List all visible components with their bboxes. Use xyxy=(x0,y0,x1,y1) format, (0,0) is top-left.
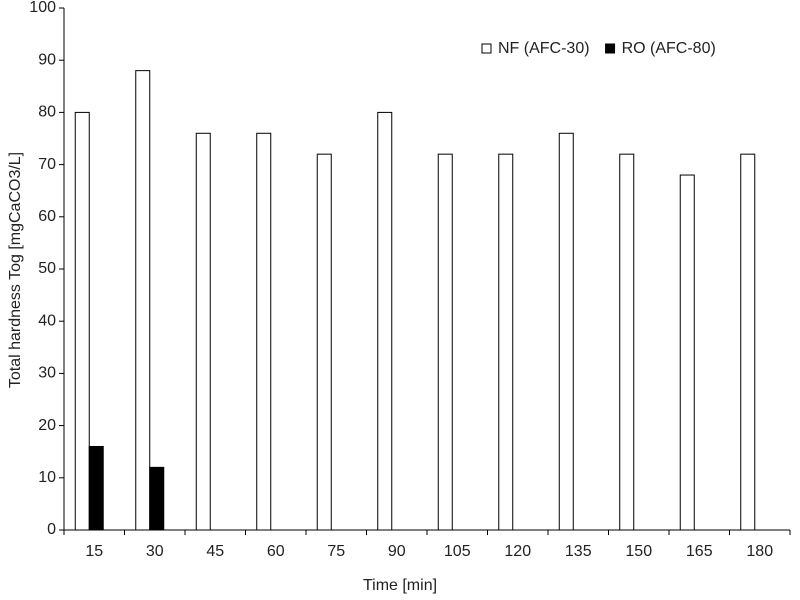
x-tick-label: 60 xyxy=(267,543,285,560)
y-tick-label: 0 xyxy=(47,521,56,538)
x-tick-label: 105 xyxy=(444,543,471,560)
y-tick-label: 100 xyxy=(29,0,56,16)
bar xyxy=(377,111,393,531)
x-tick-label: 180 xyxy=(746,543,773,560)
y-tick-label: 40 xyxy=(38,312,56,329)
bar xyxy=(149,466,165,531)
y-axis-title: Total hardness Tog [mgCaCO3/L] xyxy=(7,152,24,388)
x-tick-label: 75 xyxy=(327,543,345,560)
x-tick-label: 165 xyxy=(686,543,713,560)
x-axis-title: Time [min] xyxy=(363,577,437,594)
bar xyxy=(619,153,635,531)
bar xyxy=(74,111,90,531)
y-tick-label: 80 xyxy=(38,104,56,121)
legend-swatch xyxy=(605,43,616,54)
bar xyxy=(437,153,453,531)
bar xyxy=(316,153,332,531)
legend-label: RO (AFC-80) xyxy=(622,40,716,57)
x-tick-label: 45 xyxy=(206,543,224,560)
x-tick-label: 15 xyxy=(85,543,103,560)
bar xyxy=(498,153,514,531)
x-tick-label: 30 xyxy=(146,543,164,560)
bar xyxy=(740,153,756,531)
y-tick-label: 60 xyxy=(38,208,56,225)
x-tick-label: 120 xyxy=(504,543,531,560)
legend-swatch xyxy=(481,43,492,54)
y-tick-label: 90 xyxy=(38,51,56,68)
legend-label: NF (AFC-30) xyxy=(498,40,590,57)
bar xyxy=(679,174,695,531)
bar xyxy=(256,132,272,531)
x-tick-label: 135 xyxy=(565,543,592,560)
bar xyxy=(195,132,211,531)
y-tick-label: 10 xyxy=(38,469,56,486)
y-tick-label: 20 xyxy=(38,417,56,434)
bar xyxy=(88,445,104,531)
bar xyxy=(135,70,151,531)
x-tick-label: 150 xyxy=(625,543,652,560)
bar xyxy=(558,132,574,531)
y-tick-label: 70 xyxy=(38,156,56,173)
y-tick-label: 30 xyxy=(38,365,56,382)
x-tick-label: 90 xyxy=(388,543,406,560)
y-tick-label: 50 xyxy=(38,260,56,277)
